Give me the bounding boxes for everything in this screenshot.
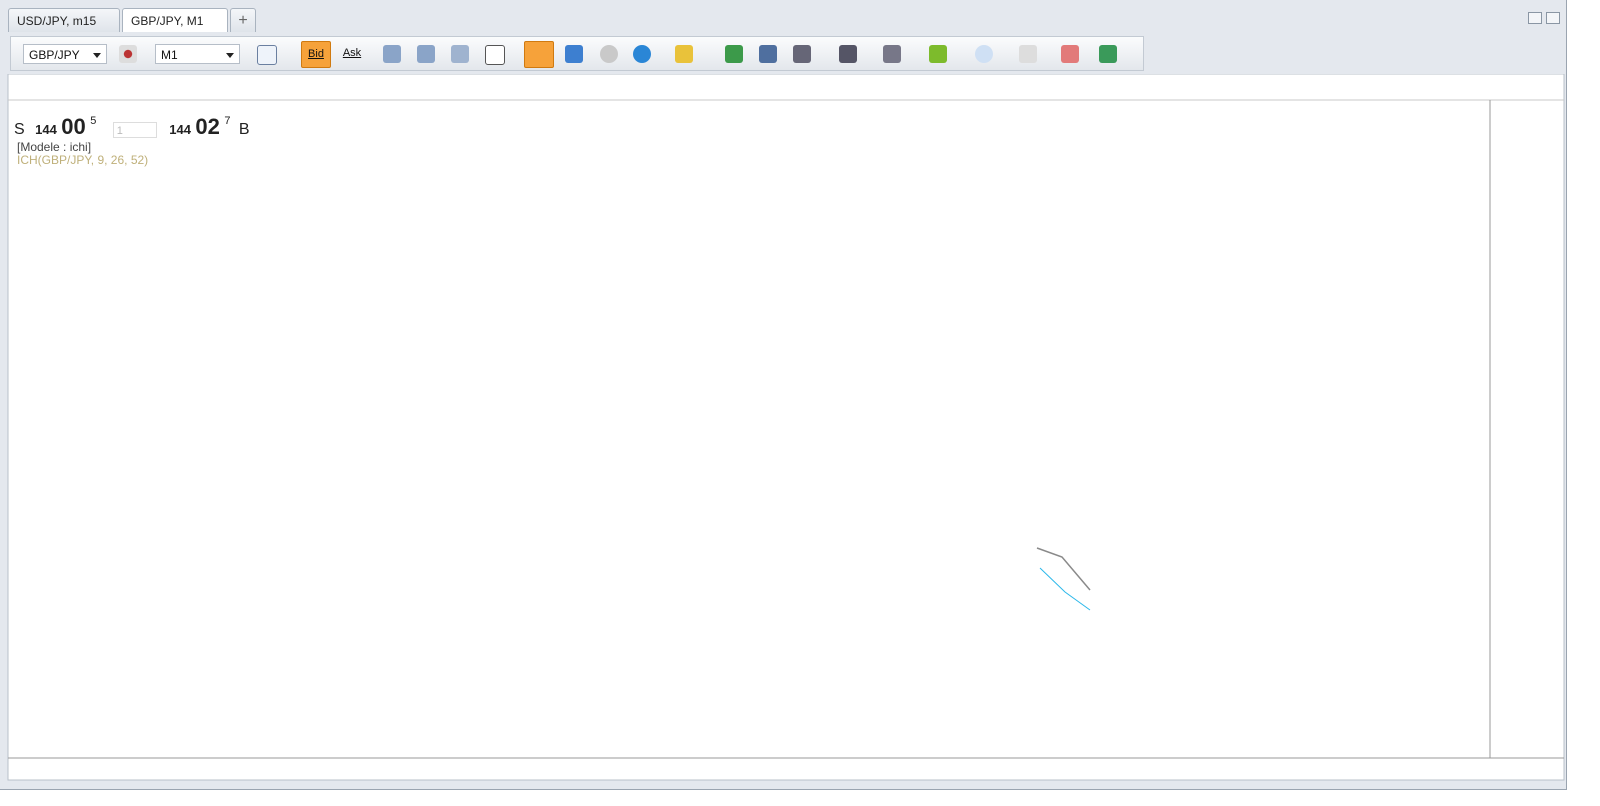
bid-button[interactable]: Bid bbox=[301, 41, 331, 68]
toolbar: GBP/JPY M1 Bid Ask bbox=[10, 36, 1144, 71]
window-restore[interactable] bbox=[1528, 12, 1542, 24]
buy-pips[interactable]: 02 bbox=[195, 114, 220, 139]
sell-label[interactable]: S bbox=[14, 121, 25, 138]
sell-pips[interactable]: 00 bbox=[61, 114, 86, 139]
indicator-label: ICH(GBP/JPY, 9, 26, 52) bbox=[17, 153, 148, 167]
tool-icon[interactable] bbox=[759, 45, 777, 63]
buy-price[interactable]: 144 bbox=[169, 122, 191, 137]
chart-frame bbox=[7, 74, 1565, 781]
tool-icon[interactable] bbox=[1061, 45, 1079, 63]
tool-icon[interactable] bbox=[257, 45, 277, 65]
timeframe-select[interactable]: M1 bbox=[155, 44, 240, 64]
quote-panel: S 144 00 5 1 144 02 7 B bbox=[14, 114, 250, 140]
tool-icon[interactable] bbox=[600, 45, 618, 63]
sell-price[interactable]: 144 bbox=[35, 122, 57, 137]
tool-icon[interactable] bbox=[119, 45, 137, 63]
tab-active[interactable]: GBP/JPY, M1 bbox=[122, 8, 228, 32]
model-label: [Modele : ichi] bbox=[17, 140, 91, 154]
tool-icon[interactable] bbox=[725, 45, 743, 63]
buy-fraction[interactable]: 7 bbox=[224, 115, 231, 127]
tool-icon[interactable] bbox=[485, 45, 505, 65]
tool-icon[interactable] bbox=[383, 45, 401, 63]
tool-icon[interactable] bbox=[793, 45, 811, 63]
tool-icon[interactable] bbox=[1019, 45, 1037, 63]
tool-icon[interactable] bbox=[929, 45, 947, 63]
tool-active[interactable] bbox=[524, 41, 554, 68]
tool-icon[interactable] bbox=[883, 45, 901, 63]
tool-icon[interactable] bbox=[565, 45, 583, 63]
tab[interactable]: USD/JPY, m15 bbox=[8, 8, 120, 32]
drawn-trendline bbox=[1036, 547, 1091, 591]
tool-icon[interactable] bbox=[839, 45, 857, 63]
ask-button[interactable]: Ask bbox=[342, 47, 362, 59]
tool-icon[interactable] bbox=[417, 45, 435, 63]
window-maximize[interactable] bbox=[1546, 12, 1560, 24]
chart: [Modele : ichi] ICH(GBP/JPY, 9, 26, 52) bbox=[7, 74, 1565, 781]
lot-input[interactable]: 1 bbox=[112, 122, 157, 138]
new-tab[interactable]: + bbox=[230, 8, 256, 32]
tool-icon[interactable] bbox=[633, 45, 651, 63]
tool-icon[interactable] bbox=[675, 45, 693, 63]
symbol-select[interactable]: GBP/JPY bbox=[23, 44, 107, 64]
buy-label[interactable]: B bbox=[238, 121, 250, 138]
tool-icon[interactable] bbox=[451, 45, 469, 63]
tool-icon[interactable] bbox=[1099, 45, 1117, 63]
drawn-trendline bbox=[1039, 567, 1091, 611]
sell-fraction[interactable]: 5 bbox=[90, 115, 97, 127]
tool-icon[interactable] bbox=[975, 45, 993, 63]
